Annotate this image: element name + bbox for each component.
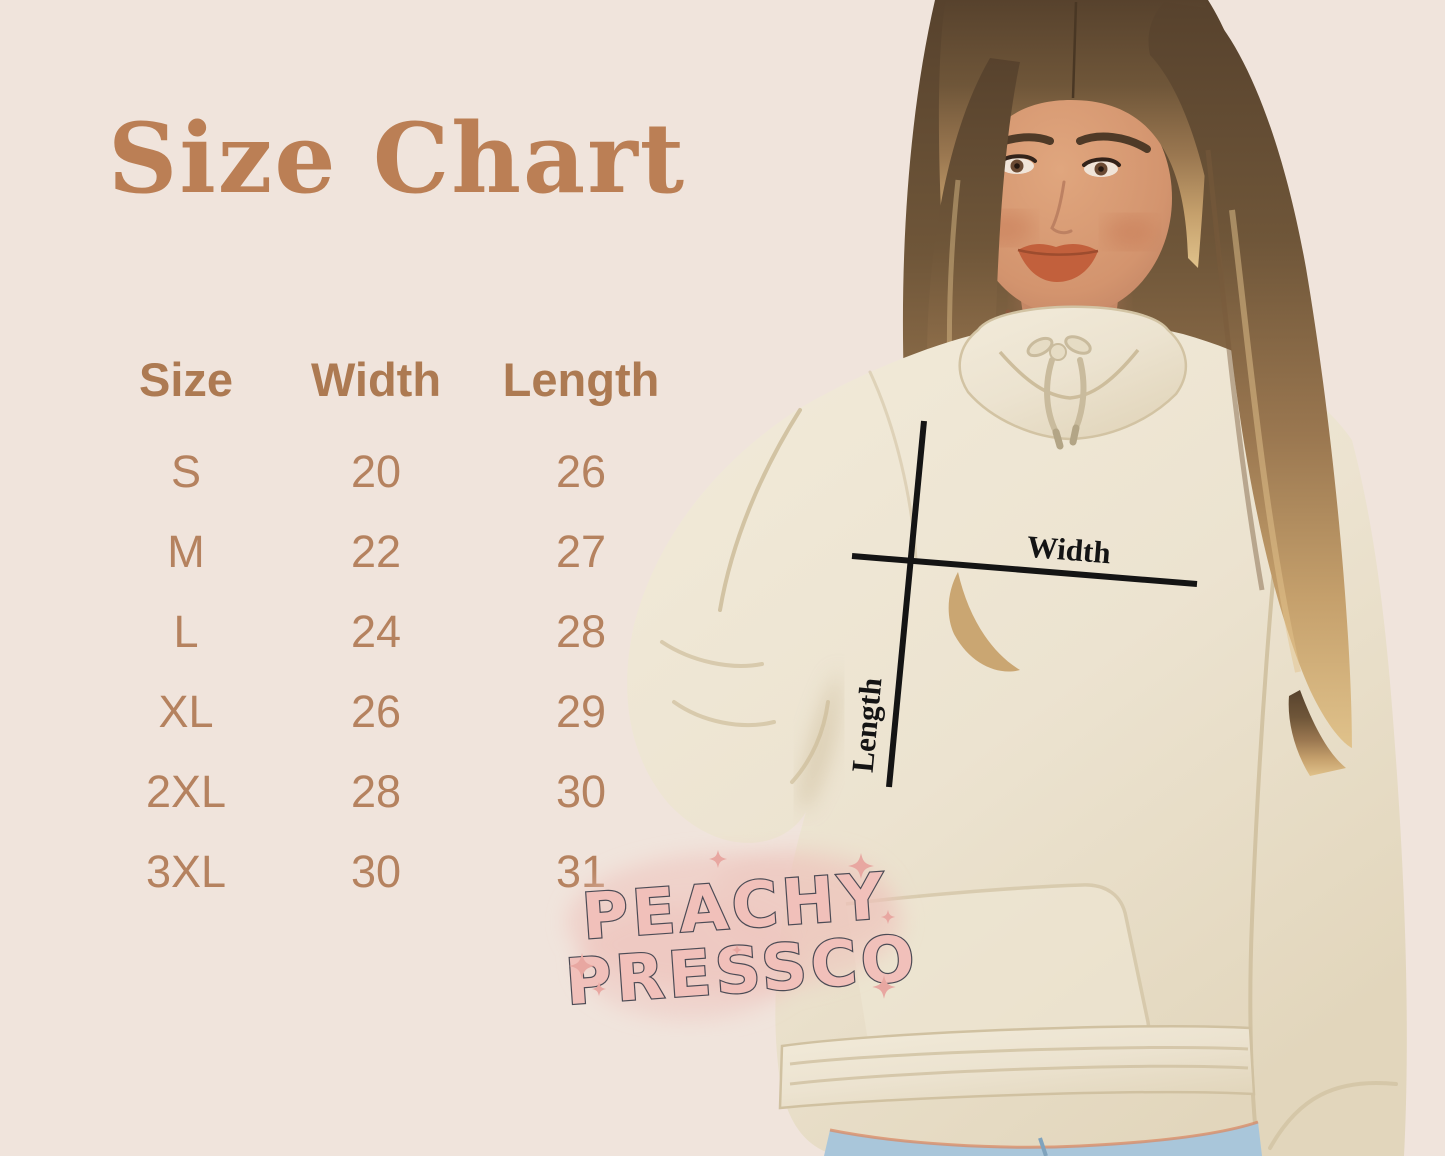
size-cell: M	[167, 526, 205, 577]
length-cell: 26	[555, 446, 607, 497]
jeans	[824, 1122, 1262, 1156]
drawstring	[1026, 335, 1092, 450]
width-cell: 22	[350, 526, 402, 577]
width-cell: 28	[350, 766, 402, 817]
length-cell: 27	[555, 526, 607, 577]
jeans-seam	[1038, 1137, 1048, 1156]
length-line	[886, 420, 927, 788]
width-cell: 26	[350, 686, 402, 737]
sparkles	[569, 849, 896, 999]
hem-stitching	[789, 1045, 1249, 1086]
width-cell: 20	[350, 446, 402, 497]
page-title: Size Chart	[108, 102, 687, 215]
column-header-size: Size	[138, 353, 234, 406]
size-table: Size Width Length S 20 26 M 22 27 L 24 2…	[98, 352, 684, 912]
hair-right-tip	[1288, 690, 1346, 776]
column-header-width: Width	[310, 353, 442, 406]
size-cell: 2XL	[145, 766, 227, 817]
cheek-blush	[1104, 216, 1156, 248]
sparkle-icon	[848, 853, 874, 879]
sparkle-icon	[569, 953, 595, 979]
sparkle-icon	[708, 849, 728, 869]
sparkle-icon	[731, 944, 743, 956]
sparkle-icon	[591, 981, 607, 997]
size-cell: S	[170, 446, 201, 497]
width-cell: 24	[350, 606, 402, 657]
size-cell: XL	[158, 686, 214, 737]
size-cell: L	[173, 606, 199, 657]
model-photo: Width Length PEACHY PRESSCO	[562, 0, 1407, 1156]
hair-left-tip	[948, 572, 1020, 672]
length-cell: 29	[555, 686, 607, 737]
width-label: Width	[1026, 529, 1112, 571]
width-line	[851, 553, 1198, 587]
width-cell: 30	[350, 846, 402, 897]
length-cell: 28	[555, 606, 607, 657]
hood-collar	[958, 305, 1188, 441]
column-header-length: Length	[502, 353, 660, 406]
hood-neckline	[998, 348, 1140, 400]
length-cell: 30	[555, 766, 607, 817]
arm-body-shadow	[798, 668, 841, 812]
hem-shadow-line	[829, 1120, 1259, 1149]
sparkle-icon	[872, 975, 896, 999]
size-cell: 3XL	[145, 846, 227, 897]
brand-logo: PEACHY PRESSCO	[562, 848, 922, 1020]
brand-watercolor-blob	[567, 848, 903, 1020]
sparkle-icon	[880, 909, 896, 925]
hair-part-line	[1071, 1, 1078, 99]
